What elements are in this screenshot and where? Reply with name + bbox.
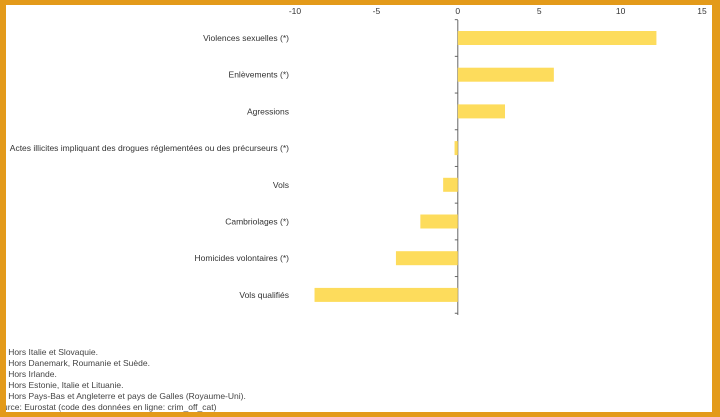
x-tick-label: 5 — [537, 6, 542, 16]
bar — [457, 67, 554, 82]
category-label: Vols — [273, 180, 289, 190]
bar — [457, 31, 657, 45]
x-tick-label: 0 — [455, 6, 460, 16]
footnote: ) Hors Estonie, Italie et Lituanie. — [6, 380, 124, 390]
bar — [457, 104, 506, 119]
bar — [454, 141, 458, 156]
footnote: ) Hors Danemark, Roumanie et Suède. — [6, 358, 150, 368]
footnote: ) Hors Italie et Slovaquie. — [6, 347, 98, 357]
chart-frame: -10 -5 0 5 10 15 Violences sexuelles (*) Enlève… — [6, 5, 712, 412]
bar — [395, 251, 458, 266]
source-note: urce: Eurostat (code des données en lign… — [6, 402, 217, 412]
footnotes: ) Hors Italie et Slovaquie. ) Hors Danem… — [6, 347, 703, 412]
category-label: Vols qualifiés — [239, 290, 289, 300]
bar — [420, 214, 458, 229]
x-tick-label: -10 — [289, 6, 302, 16]
category-label: Actes illicites impliquant des drogues r… — [10, 143, 289, 153]
category-label: Agressions — [247, 106, 289, 116]
x-tick-label: -5 — [373, 6, 381, 16]
category-label: Violences sexuelles (*) — [203, 33, 289, 43]
bar — [443, 177, 458, 192]
category-label: Homicides volontaires (*) — [195, 253, 290, 263]
bar-chart: -10 -5 0 5 10 15 Violences sexuelles (*) Enlève… — [10, 6, 707, 315]
category-label: Enlèvements (*) — [229, 70, 290, 80]
category-label: Cambriolages (*) — [225, 217, 289, 227]
x-tick-label: 15 — [697, 6, 707, 16]
footnote: ) Hors Irlande. — [6, 369, 57, 379]
footnote: ) Hors Pays-Bas et Angleterre et pays de… — [6, 391, 246, 401]
bar — [314, 287, 458, 302]
x-tick-label: 10 — [616, 6, 626, 16]
